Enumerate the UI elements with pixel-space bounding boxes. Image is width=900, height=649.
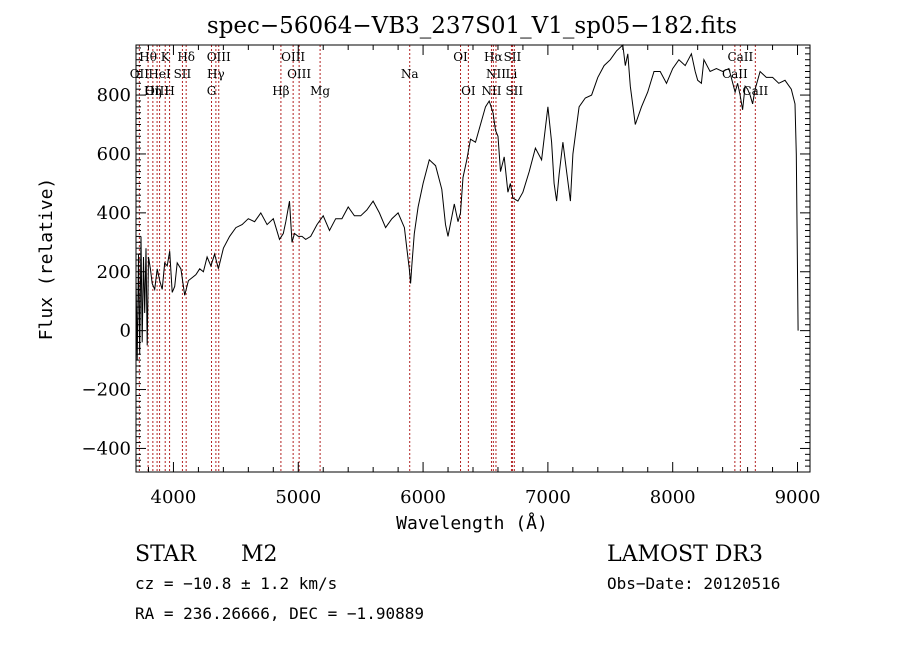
line-marker-label: NII bbox=[481, 84, 501, 98]
x-tick-label: 5000 bbox=[275, 487, 321, 508]
survey-name: LAMOST DR3 bbox=[607, 542, 763, 567]
line-marker-label: CaII bbox=[722, 67, 748, 81]
line-marker-label: Hδ bbox=[177, 50, 195, 64]
line-marker-label: CaII bbox=[727, 50, 753, 64]
y-axis-ticks: −400 −200 0 200 400 600 800 bbox=[82, 47, 810, 467]
line-marker-label: H bbox=[164, 84, 174, 98]
line-marker-label: OI bbox=[453, 50, 468, 64]
object-class: STAR bbox=[135, 542, 197, 567]
line-marker-label: G bbox=[207, 84, 217, 98]
line-marker-label: SII bbox=[505, 84, 523, 98]
line-marker-label: OIII bbox=[281, 50, 305, 64]
line-marker-label: Li bbox=[506, 67, 518, 81]
line-marker-label: Hη bbox=[144, 84, 162, 98]
line-marker-label: Hθ bbox=[139, 50, 157, 64]
line-marker-label: Hα bbox=[484, 50, 503, 64]
y-axis-label: Flux (relative) bbox=[36, 178, 57, 341]
line-marker-label: Na bbox=[401, 67, 419, 81]
x-axis-ticks: 4000 5000 6000 7000 8000 9000 bbox=[147, 45, 821, 508]
line-marker-label: OII bbox=[130, 67, 150, 81]
series-spectrum bbox=[135, 43, 799, 361]
plot-frame bbox=[135, 44, 811, 473]
coordinates: RA = 236.26666, DEC = −1.90889 bbox=[135, 604, 424, 623]
y-tick-label: −400 bbox=[82, 438, 131, 459]
y-tick-label: 800 bbox=[97, 85, 131, 106]
line-marker-label: Mg bbox=[310, 84, 330, 98]
spectral-line-markers bbox=[138, 45, 756, 472]
line-marker-label: OIII bbox=[145, 84, 169, 98]
line-marker-label: OIII bbox=[287, 67, 311, 81]
line-marker-label: NII bbox=[486, 67, 506, 81]
line-marker-label: Hβ bbox=[272, 84, 289, 98]
line-marker-label: SII bbox=[174, 67, 192, 81]
y-tick-label: 200 bbox=[97, 262, 131, 283]
redshift-cz: cz = −10.8 ± 1.2 km/s bbox=[135, 574, 337, 593]
y-tick-label: 400 bbox=[97, 203, 131, 224]
y-tick-label: 600 bbox=[97, 144, 131, 165]
line-marker-label: OIII bbox=[207, 50, 231, 64]
x-tick-label: 8000 bbox=[650, 487, 696, 508]
x-tick-label: 4000 bbox=[151, 487, 197, 508]
line-marker-label: SII bbox=[504, 50, 522, 64]
x-axis-label: Wavelength (Å) bbox=[396, 512, 548, 534]
line-marker-label: CaII bbox=[742, 84, 768, 98]
line-marker-label: K bbox=[161, 50, 171, 64]
x-tick-label: 7000 bbox=[525, 487, 571, 508]
line-marker-label: OI bbox=[461, 84, 476, 98]
x-tick-label: 9000 bbox=[775, 487, 821, 508]
y-tick-label: 0 bbox=[120, 321, 131, 342]
x-tick-label: 6000 bbox=[400, 487, 446, 508]
y-tick-label: −200 bbox=[82, 380, 131, 401]
observation-date: Obs−Date: 20120516 bbox=[607, 574, 780, 593]
object-subclass: M2 bbox=[241, 542, 278, 567]
line-marker-label: HeI bbox=[148, 67, 171, 81]
chart-title: spec−56064−VB3_237S01_V1_sp05−182.fits bbox=[207, 13, 737, 39]
line-marker-label: Hγ bbox=[207, 67, 225, 81]
